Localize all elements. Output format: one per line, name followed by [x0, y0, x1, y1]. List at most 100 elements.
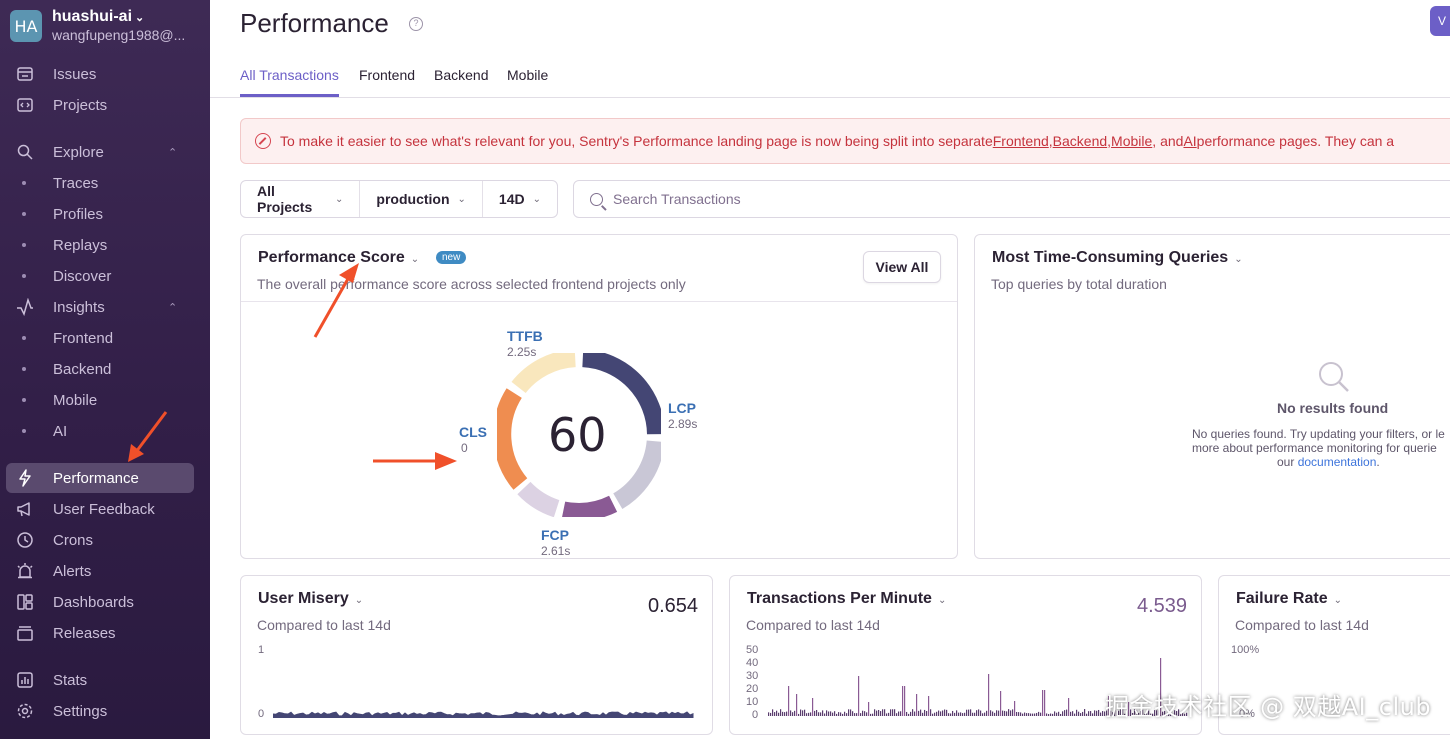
sidebar-item-alerts[interactable]: Alerts: [0, 557, 210, 585]
org-switcher[interactable]: HA huashui-ai ⌄ wangfupeng1988@...: [10, 8, 185, 44]
tpm-bar: [1096, 710, 1098, 716]
card-title[interactable]: Performance Score ⌄: [258, 249, 420, 266]
cls-value: 0: [461, 441, 468, 455]
cls-label[interactable]: CLS: [459, 424, 487, 440]
bullet-icon: [22, 367, 26, 371]
tpm-bar: [852, 711, 854, 716]
tpm-bar: [882, 709, 884, 716]
tpm-bar: [888, 712, 890, 716]
tpm-bar: [774, 712, 776, 716]
tpm-bar: [796, 694, 798, 716]
tpm-bar: [812, 698, 814, 716]
date-range-filter[interactable]: 14D ⌄: [498, 191, 541, 207]
tpm-bar: [968, 709, 970, 716]
chevron-down-icon: ⌄: [135, 12, 145, 24]
chevron-down-icon: ⌄: [1234, 254, 1243, 265]
bullet-icon: [22, 212, 26, 216]
tpm-bar: [960, 712, 962, 716]
tpm-bar: [814, 710, 816, 716]
tpm-bar: [1092, 713, 1094, 716]
tpm-bar: [918, 710, 920, 716]
tpm-bar: [1042, 690, 1044, 716]
sidebar-item-insights[interactable]: Insights ⌃: [0, 293, 210, 321]
card-title[interactable]: Failure Rate ⌄: [1236, 590, 1342, 607]
sidebar-item-mobile[interactable]: Mobile: [0, 386, 210, 414]
sidebar-item-ai[interactable]: AI: [0, 417, 210, 445]
sidebar-item-replays[interactable]: Replays: [0, 231, 210, 259]
sidebar-item-label: Releases: [53, 624, 116, 642]
alert-link-frontend[interactable]: Frontend: [992, 133, 1049, 149]
tpm-bar: [1100, 712, 1102, 716]
alert-link-mobile[interactable]: Mobile: [1111, 133, 1153, 149]
tpm-bar: [1186, 712, 1188, 716]
fcp-label[interactable]: FCP: [541, 527, 569, 543]
search-icon: [1319, 362, 1349, 392]
tab-mobile[interactable]: Mobile: [507, 67, 549, 83]
stats-icon: [14, 669, 36, 691]
sidebar-item-traces[interactable]: Traces: [0, 169, 210, 197]
sidebar-item-discover[interactable]: Discover: [0, 262, 210, 290]
ring-segment-fcp[interactable]: [562, 495, 618, 517]
ring-segment-cls[interactable]: [497, 388, 528, 490]
sidebar-item-explore[interactable]: Explore ⌃: [0, 138, 210, 166]
chevron-up-icon: ⌃: [168, 146, 178, 159]
tpm-bar: [994, 712, 996, 716]
tpm-bar: [1084, 709, 1086, 716]
ttfb-label[interactable]: TTFB: [507, 328, 543, 344]
tpm-bar: [1082, 711, 1084, 716]
environment-filter[interactable]: production ⌄: [360, 181, 483, 217]
tpm-bar: [1178, 709, 1180, 716]
sidebar-item-profiles[interactable]: Profiles: [0, 200, 210, 228]
tpm-bar: [1102, 711, 1104, 716]
sidebar-item-dashboards[interactable]: Dashboards: [0, 588, 210, 616]
siren-icon: [14, 560, 36, 582]
sidebar-item-label: Mobile: [53, 391, 98, 409]
project-filter[interactable]: All Projects ⌄: [241, 181, 361, 217]
sidebar-item-frontend[interactable]: Frontend: [0, 324, 210, 352]
sidebar-item-crons[interactable]: Crons: [0, 526, 210, 554]
ring-segment-lcp[interactable]: [582, 353, 661, 435]
sidebar-item-settings[interactable]: Settings: [0, 697, 210, 725]
sidebar-item-issues[interactable]: Issues: [0, 60, 210, 88]
not-allowed-icon: [255, 133, 271, 149]
tpm-bar: [850, 709, 852, 716]
tab-frontend[interactable]: Frontend: [359, 67, 416, 83]
sidebar-item-user-feedback[interactable]: User Feedback: [0, 495, 210, 523]
tpm-bar: [1086, 713, 1088, 716]
sidebar-item-performance[interactable]: Performance: [6, 463, 194, 493]
tpm-bar: [892, 709, 894, 716]
tpm-bar: [772, 709, 774, 716]
tab-backend[interactable]: Backend: [434, 67, 489, 83]
bullet-icon: [22, 336, 26, 340]
card-title[interactable]: User Misery ⌄: [258, 590, 364, 607]
tpm-bar: [778, 712, 780, 716]
documentation-link[interactable]: documentation: [1297, 455, 1377, 469]
chevron-up-icon: ⌃: [168, 301, 178, 314]
tpm-bar: [922, 712, 924, 716]
search-input[interactable]: Search Transactions: [573, 180, 1450, 218]
tpm-bar: [788, 686, 790, 716]
lcp-label[interactable]: LCP: [668, 400, 696, 416]
ring-segment-ttfb[interactable]: [511, 353, 577, 394]
tpm-bar: [1032, 713, 1034, 716]
sidebar-item-projects[interactable]: Projects: [0, 91, 210, 119]
alert-link-backend[interactable]: Backend: [1052, 133, 1108, 149]
card-title[interactable]: Transactions Per Minute ⌄: [747, 590, 947, 607]
card-title[interactable]: Most Time-Consuming Queries ⌄: [992, 249, 1243, 266]
y-axis-tick: 100%: [1231, 644, 1260, 656]
tpm-bar: [896, 713, 898, 716]
sidebar-item-stats[interactable]: Stats: [0, 666, 210, 694]
sidebar-item-backend[interactable]: Backend: [0, 355, 210, 383]
sidebar-item-releases[interactable]: Releases: [0, 619, 210, 647]
help-icon[interactable]: ?: [409, 17, 423, 31]
insights-icon: [14, 296, 36, 318]
tpm-bar: [1110, 710, 1112, 716]
header-action-button[interactable]: V: [1430, 6, 1450, 36]
tab-all-transactions[interactable]: All Transactions: [240, 67, 339, 97]
tpm-bar: [1016, 711, 1018, 716]
tpm-bar: [878, 709, 880, 716]
alert-link-ai[interactable]: AI: [1183, 133, 1197, 149]
sidebar-item-label: Crons: [53, 531, 94, 549]
tpm-bar: [1072, 711, 1074, 716]
view-all-button[interactable]: View All: [863, 251, 941, 283]
